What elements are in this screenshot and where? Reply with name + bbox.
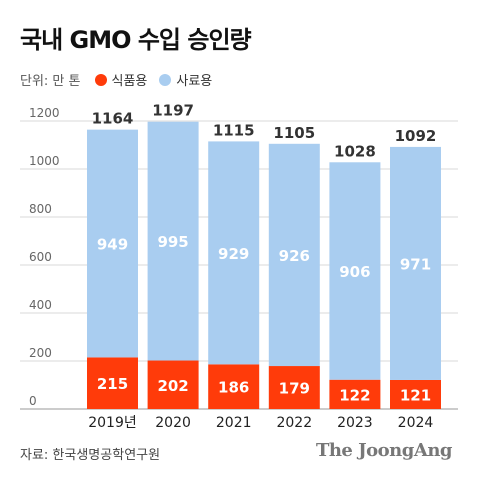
data-label-food: 215 — [97, 375, 128, 393]
x-tick-label: 2021 — [216, 415, 252, 431]
data-label-feed: 949 — [97, 236, 128, 254]
x-tick-label: 2020 — [155, 415, 191, 431]
x-tick-label: 2024 — [398, 415, 434, 431]
bar-food — [87, 357, 138, 409]
y-tick-label: 1000 — [29, 154, 60, 168]
bar-food — [329, 379, 381, 409]
y-tick-label: 1200 — [29, 106, 60, 120]
data-label-feed: 929 — [218, 245, 249, 263]
data-label-feed: 971 — [400, 255, 431, 273]
unit-label: 단위: 만 톤 — [20, 74, 81, 89]
legend-item-food: 식품용 — [94, 70, 148, 89]
y-tick-label: 600 — [29, 250, 52, 264]
bar-feed — [147, 121, 199, 361]
y-tick-label: 0 — [29, 394, 37, 408]
legend-swatch-food — [94, 73, 107, 86]
legend-label-food: 식품용 — [111, 74, 148, 89]
data-label-food: 121 — [400, 386, 431, 404]
x-tick-label: 2023 — [337, 415, 373, 431]
y-tick-label: 800 — [29, 202, 52, 216]
data-label-food: 186 — [218, 379, 249, 397]
x-tick-label: 2022 — [276, 415, 312, 431]
bar-feed — [208, 141, 260, 365]
data-label-feed: 995 — [157, 233, 188, 251]
bar-food — [208, 364, 260, 409]
total-label: 1105 — [273, 124, 315, 142]
bar-feed — [390, 146, 441, 380]
data-label-food: 179 — [279, 380, 310, 398]
total-label: 1164 — [92, 110, 134, 128]
data-label-food: 122 — [339, 386, 370, 404]
publisher-logo: The JoongAng — [315, 440, 453, 461]
bar-food — [147, 360, 199, 409]
y-tick-label: 200 — [29, 346, 52, 360]
total-label: 1028 — [334, 142, 376, 160]
source-note: 자료: 한국생명공학연구원 — [20, 448, 161, 463]
legend: 단위: 만 톤 식품용 사료용 — [20, 70, 224, 89]
y-tick-label: 400 — [29, 298, 52, 312]
bar-food — [390, 379, 441, 409]
bar-food — [268, 366, 320, 409]
data-label-feed: 926 — [279, 247, 310, 265]
data-label-feed: 906 — [339, 263, 370, 281]
total-label: 1197 — [152, 102, 194, 120]
chart-title: 국내 GMO 수입 승인량 — [20, 26, 252, 54]
bar-feed — [268, 143, 320, 367]
legend-label-feed: 사료용 — [176, 74, 213, 89]
bar-feed — [329, 162, 381, 380]
bar-feed — [87, 129, 138, 358]
legend-swatch-feed — [159, 73, 172, 86]
total-label: 1092 — [395, 127, 437, 145]
x-tick-label: 2019년 — [88, 415, 137, 431]
total-label: 1115 — [213, 121, 255, 139]
data-label-food: 202 — [157, 377, 188, 395]
legend-item-feed: 사료용 — [159, 70, 212, 89]
